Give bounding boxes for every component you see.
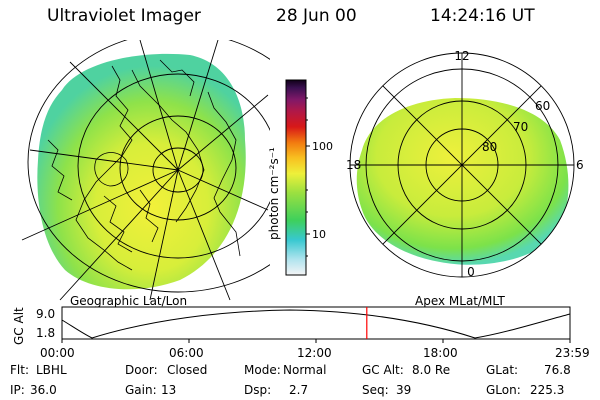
mlat-label-60: 60 [535,99,550,113]
info-gain-label: Gain: [125,383,157,397]
mlat-label-80: 80 [482,140,497,154]
info-dsp-label: Dsp: [244,383,272,397]
coastlines [47,59,241,271]
mlt-label-18: 18 [346,158,361,172]
altitude-ytick-high: 9.0 [36,307,55,321]
info-ip-value: 36.0 [30,383,57,397]
time-tick-0: 00:00 [40,346,75,360]
right-aurora-image [356,98,569,265]
left-map-caption: Geographic Lat/Lon [70,294,187,308]
info-ip-label: IP: [10,383,25,397]
info-glon-label: GLon: [486,383,521,397]
colorbar-tick-10: 10 [312,228,326,241]
info-gain-value: 13 [161,383,177,397]
time-label: 14:24:16 UT [430,6,535,26]
info-seq-label: Seq: [362,383,389,397]
colorbar-tick-100: 100 [312,140,333,153]
altitude-plot: GC Alt 9.0 1.8 00:00 06:00 12:00 18:00 2… [12,306,590,360]
info-mode-value: Normal [283,363,327,377]
right-map-caption: Apex MLat/MLT [415,294,505,308]
info-gcalt-label: GC Alt: [362,363,404,377]
mlt-label-12: 12 [454,49,469,63]
info-glat-label: GLat: [486,363,519,377]
info-seq-value: 39 [396,383,412,397]
color-bar: 100 10 photon cm⁻²s⁻¹ [267,79,333,276]
mlat-label-70: 70 [513,120,528,134]
mlt-label-0: 0 [467,265,475,279]
info-glat-value: 76.8 [544,363,571,377]
time-tick-2: 12:00 [297,346,332,360]
lat-lon-grid [21,40,270,301]
altitude-ylabel: GC Alt [12,307,26,345]
altitude-curve [61,309,571,339]
info-glon-value: 225.3 [530,383,565,397]
info-flt-value: LBHL [36,363,67,377]
time-tick-4: 23:59 [555,346,590,360]
info-dsp-value: 2.7 [289,383,309,397]
colorbar-unit-label: photon cm⁻²s⁻¹ [267,147,281,240]
altitude-ytick-low: 1.8 [36,326,55,340]
mlt-label-6: 6 [576,158,584,172]
info-gcalt-value: 8.0 Re [412,363,451,377]
apex-polar-plot: 12 18 6 0 60 70 80 [346,49,584,279]
info-flt-label: Flt: [10,363,29,377]
instrument-title: Ultraviolet Imager [47,6,201,26]
info-door-label: Door: [125,363,158,377]
time-tick-3: 18:00 [423,346,458,360]
time-tick-1: 06:00 [169,346,204,360]
left-aurora-image [37,53,246,290]
info-door-value: Closed [167,363,208,377]
polar-grid [349,52,575,278]
geographic-map [21,40,270,301]
info-mode-label: Mode: [244,363,281,377]
date-label: 28 Jun 00 [276,6,357,26]
